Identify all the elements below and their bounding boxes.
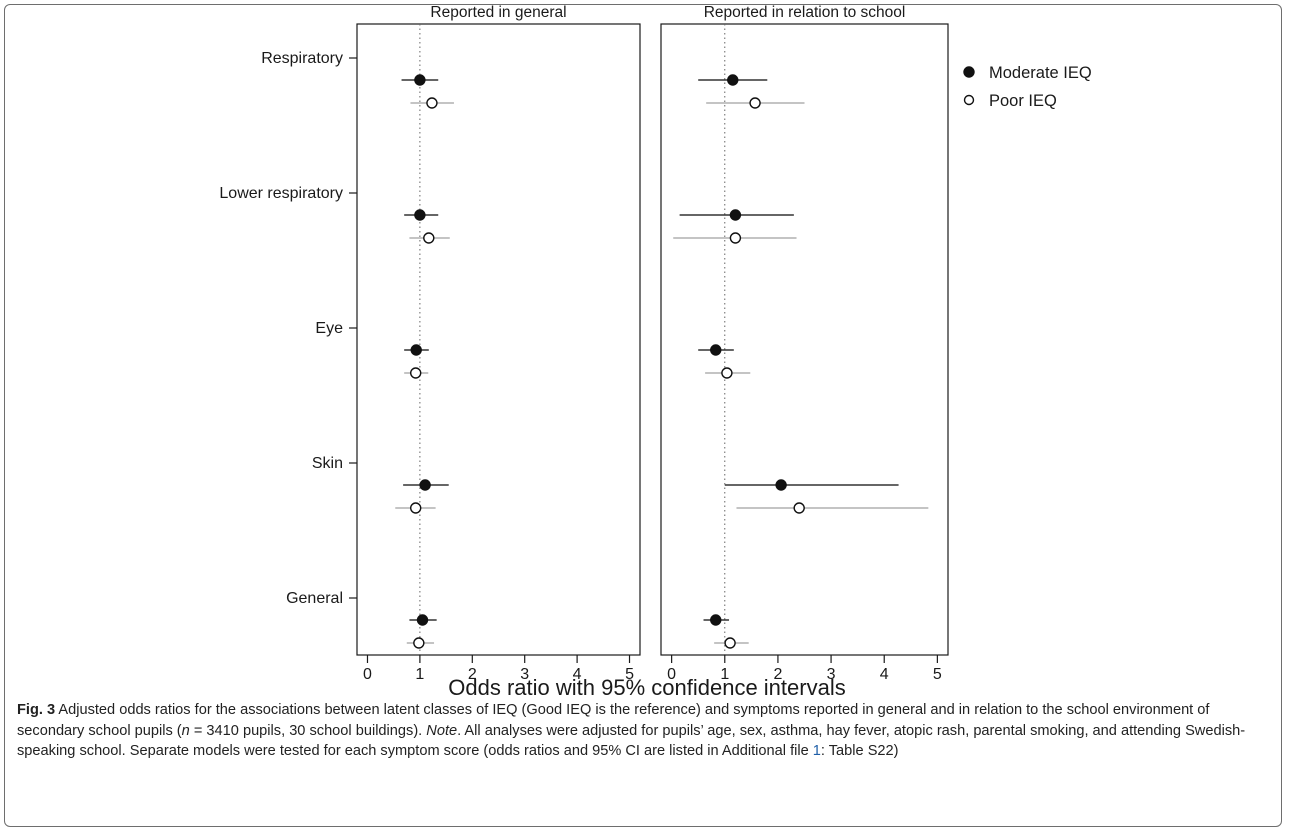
additional-file-link[interactable]: 1 (812, 743, 821, 759)
x-tick-label-general-4: 4 (573, 666, 582, 683)
figure-label: Fig. 3 (17, 702, 56, 718)
panel-frame-general (356, 23, 641, 656)
y-label-general: General (286, 590, 343, 607)
point-general-skin-poor (409, 502, 422, 514)
x-tick-label-school-5: 5 (933, 666, 942, 683)
point-general-lower-respiratory-poor (423, 232, 435, 244)
point-school-respiratory-moderate (727, 74, 739, 86)
point-school-lower-respiratory-moderate (729, 209, 742, 221)
x-tick-label-school-0: 0 (667, 666, 676, 683)
y-label-eye: Eye (315, 320, 343, 337)
legend-marker-moderate (963, 66, 975, 78)
legend-label-moderate: Moderate IEQ (989, 64, 1092, 82)
caption-text-1: Adjusted odds ratios for the association… (17, 702, 1210, 739)
y-label-skin: Skin (312, 455, 343, 472)
point-school-general-poor (724, 637, 736, 649)
x-tick-label-school-3: 3 (827, 666, 836, 683)
x-tick-label-general-3: 3 (520, 666, 529, 683)
point-school-eye-poor (721, 367, 733, 379)
point-general-lower-respiratory-moderate (414, 209, 426, 221)
x-tick-label-general-0: 0 (363, 666, 372, 683)
point-general-respiratory-poor (426, 97, 438, 109)
point-general-general-poor (413, 637, 425, 649)
caption-text-3: . All analyses were adjusted for pupils’… (17, 722, 1246, 760)
point-general-respiratory-moderate (414, 74, 426, 86)
x-tick-label-school-1: 1 (720, 666, 729, 683)
point-general-eye-moderate (410, 344, 422, 356)
point-school-lower-respiratory-poor (729, 232, 742, 244)
x-tick-label-general-1: 1 (415, 666, 424, 683)
x-tick-label-general-2: 2 (468, 666, 477, 683)
point-school-respiratory-poor (749, 97, 761, 109)
figure-caption: Fig. 3 Adjusted odds ratios for the asso… (17, 700, 1279, 762)
point-general-skin-moderate (419, 479, 431, 491)
legend-label-poor: Poor IEQ (989, 92, 1057, 110)
legend-marker-poor (963, 94, 975, 106)
caption-note-label: Note (426, 722, 458, 739)
x-axis-label: Odds ratio with 95% confidence intervals (448, 675, 845, 700)
caption-text-2: = 3410 pupils, 30 school buildings). (189, 722, 427, 739)
point-general-general-moderate (416, 614, 429, 626)
panel-frame-school (660, 23, 949, 656)
panel-school: Reported in relation to school 0 1 2 3 4 5 (660, 4, 949, 683)
point-school-general-moderate (710, 614, 722, 626)
x-tick-label-general-5: 5 (625, 666, 634, 683)
point-general-eye-poor (409, 367, 422, 379)
point-school-skin-moderate (775, 479, 787, 491)
point-school-skin-poor (793, 502, 805, 514)
point-school-eye-moderate (710, 344, 722, 356)
panel-title-school: Reported in relation to school (704, 4, 906, 21)
caption-text-4: : Table S22) (820, 743, 899, 759)
y-label-respiratory: Respiratory (261, 50, 343, 67)
caption-n-symbol: n (181, 722, 190, 739)
x-tick-label-school-2: 2 (773, 666, 782, 683)
panel-general: Reported in general 0 1 2 3 4 5 (356, 4, 641, 683)
legend: Moderate IEQ Poor IEQ (963, 64, 1092, 110)
panel-title-general: Reported in general (430, 4, 566, 21)
x-tick-label-school-4: 4 (880, 666, 889, 683)
y-label-lower-respiratory: Lower respiratory (219, 185, 343, 202)
figure-frame (4, 4, 1282, 827)
